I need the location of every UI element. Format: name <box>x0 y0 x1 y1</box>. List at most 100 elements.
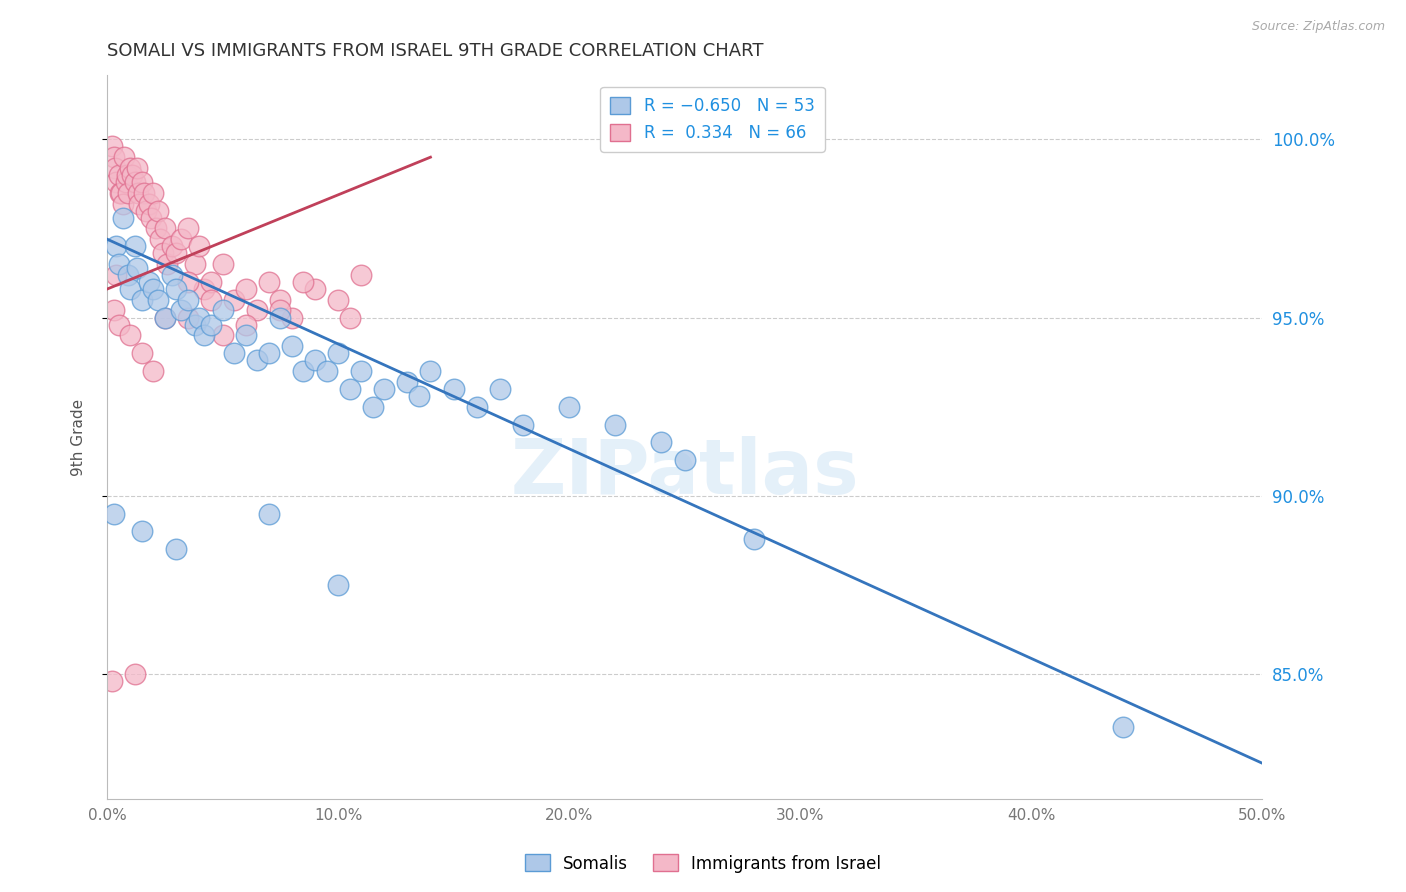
Point <box>200 275 222 289</box>
Point <box>326 578 349 592</box>
Point <box>177 293 200 307</box>
Point <box>149 232 172 246</box>
Point <box>153 310 176 325</box>
Point <box>512 417 534 432</box>
Point <box>257 346 280 360</box>
Point <box>200 293 222 307</box>
Point <box>120 282 142 296</box>
Point <box>326 293 349 307</box>
Point <box>103 303 125 318</box>
Point <box>165 282 187 296</box>
Legend: R = −0.650   N = 53, R =  0.334   N = 66: R = −0.650 N = 53, R = 0.334 N = 66 <box>600 87 825 152</box>
Point <box>224 293 246 307</box>
Point <box>235 328 257 343</box>
Point <box>146 293 169 307</box>
Point <box>107 168 129 182</box>
Point <box>224 346 246 360</box>
Point <box>188 239 211 253</box>
Point <box>184 257 207 271</box>
Point <box>124 667 146 681</box>
Point <box>142 364 165 378</box>
Point <box>124 239 146 253</box>
Point <box>131 293 153 307</box>
Point <box>1112 721 1135 735</box>
Point <box>211 303 233 318</box>
Point <box>108 186 131 200</box>
Point <box>146 203 169 218</box>
Point <box>145 221 167 235</box>
Point <box>120 328 142 343</box>
Y-axis label: 9th Grade: 9th Grade <box>72 399 86 475</box>
Point <box>132 186 155 200</box>
Point <box>281 310 304 325</box>
Point <box>120 161 142 175</box>
Point <box>558 400 581 414</box>
Point <box>326 346 349 360</box>
Point <box>673 453 696 467</box>
Point <box>742 532 765 546</box>
Point <box>281 339 304 353</box>
Point <box>443 382 465 396</box>
Point <box>131 524 153 539</box>
Point <box>257 507 280 521</box>
Point <box>350 364 373 378</box>
Point <box>304 282 326 296</box>
Point <box>188 310 211 325</box>
Point <box>160 268 183 282</box>
Point <box>105 175 128 189</box>
Point <box>408 389 430 403</box>
Point <box>124 175 146 189</box>
Point <box>488 382 510 396</box>
Point <box>107 257 129 271</box>
Point <box>292 364 315 378</box>
Point <box>114 175 136 189</box>
Point <box>110 186 132 200</box>
Point <box>200 318 222 332</box>
Point <box>315 364 337 378</box>
Point <box>128 196 150 211</box>
Point <box>211 257 233 271</box>
Point <box>153 310 176 325</box>
Point <box>165 542 187 557</box>
Point <box>211 328 233 343</box>
Point <box>235 282 257 296</box>
Point <box>112 211 135 225</box>
Point <box>177 310 200 325</box>
Point <box>396 375 419 389</box>
Point <box>177 221 200 235</box>
Point <box>104 161 127 175</box>
Point <box>170 232 193 246</box>
Point <box>117 186 139 200</box>
Point <box>112 150 135 164</box>
Point <box>138 275 160 289</box>
Point <box>152 246 174 260</box>
Point <box>361 400 384 414</box>
Point <box>605 417 627 432</box>
Point <box>131 175 153 189</box>
Point <box>135 203 157 218</box>
Point <box>373 382 395 396</box>
Point <box>339 382 361 396</box>
Point <box>269 310 291 325</box>
Point <box>117 268 139 282</box>
Point <box>165 246 187 260</box>
Point <box>107 318 129 332</box>
Point <box>184 318 207 332</box>
Point <box>170 303 193 318</box>
Point <box>269 303 291 318</box>
Point <box>177 275 200 289</box>
Point <box>138 196 160 211</box>
Point <box>419 364 441 378</box>
Point <box>112 196 135 211</box>
Point <box>127 260 149 275</box>
Point <box>121 168 143 182</box>
Point <box>115 168 138 182</box>
Point <box>142 186 165 200</box>
Point <box>465 400 488 414</box>
Point <box>103 507 125 521</box>
Point <box>103 150 125 164</box>
Point <box>160 239 183 253</box>
Point <box>100 139 122 153</box>
Point <box>339 310 361 325</box>
Point <box>193 328 215 343</box>
